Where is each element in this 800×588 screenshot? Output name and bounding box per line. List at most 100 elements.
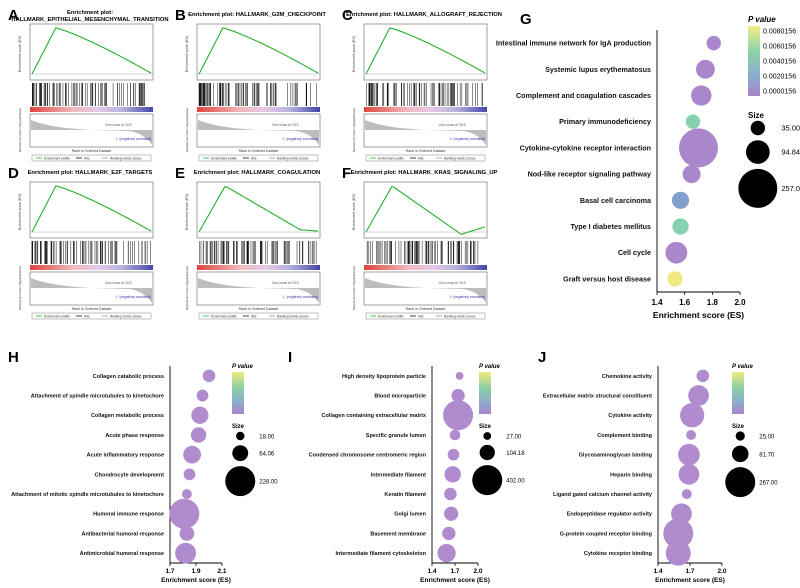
legend: P value Size 18.00 64.06 228.00 [225, 364, 278, 497]
es-ylabel: Enrichment score (ES) [18, 36, 22, 72]
rank-colorbar [30, 107, 153, 112]
legend-label: Hits [418, 156, 424, 160]
hits-group [198, 83, 317, 106]
data-point [447, 448, 460, 461]
legend-p-title: P value [748, 15, 776, 24]
data-point [667, 271, 683, 287]
size-legend-label: 267.00 [759, 481, 778, 487]
metric-ylabel: Ranked list metric (Signal2Noise) [18, 108, 22, 152]
data-point [196, 389, 209, 402]
pvalue-tick-label: 0.0060156 [763, 44, 796, 51]
zero-cross: Zero cross at 7419 [105, 281, 132, 285]
gsea-panel-a: A Enrichment plot:HALLMARK_EPITHELIAL_MES… [8, 7, 169, 162]
legend-label: Ranking metric scores [110, 314, 142, 318]
category-label: Basal cell carcinoma [580, 196, 652, 205]
data-point [202, 369, 216, 383]
size-legend-circle [750, 120, 766, 136]
pvalue-colorbar [232, 372, 244, 414]
legend-size-title: Size [748, 111, 765, 120]
legend-label: Hits [418, 314, 424, 318]
es-plot-frame [363, 181, 488, 239]
gsea-legend: Enrichment profile Hits Ranking metric sco… [31, 312, 152, 320]
hits-group [31, 241, 151, 264]
panel-letter: D [8, 165, 19, 182]
data-point [444, 506, 459, 521]
zero-cross: Zero cross at 7419 [272, 281, 299, 285]
data-point [682, 165, 701, 184]
size-legend-label: 81.70 [759, 452, 775, 458]
rank-colorbar [364, 265, 487, 270]
data-point [663, 518, 694, 549]
data-point [665, 241, 688, 264]
zero-cross: Zero cross at 7419 [272, 123, 299, 127]
neg-label: 'L' (negatively correlated) [283, 295, 318, 299]
neg-label: 'L' (negatively correlated) [283, 137, 318, 141]
data-point [679, 128, 718, 168]
category-label: Chondrocyte development [95, 472, 165, 478]
data-point [681, 489, 692, 499]
category-label: Extracellular matrix structural constitu… [543, 393, 652, 399]
category-label: Keratin filament [384, 492, 426, 498]
x-axis-title: Enrichment score (ES) [161, 577, 231, 584]
es-curve [31, 27, 152, 75]
es-curve [198, 27, 319, 75]
legend-label: Ranking metric scores [444, 314, 476, 318]
panel-letter: F [342, 165, 351, 182]
es-plot-frame [363, 23, 488, 81]
data-point [685, 114, 701, 129]
category-label: Blood microparticle [374, 393, 426, 399]
size-legend-label: 104.18 [506, 451, 525, 457]
x-tick-label: 1.4 [651, 298, 663, 307]
size-legend-label: 25.00 [759, 435, 775, 441]
category-label: Chemokine activity [602, 374, 653, 380]
gsea-panel-b: B Enrichment plot: HALLMARK_G2M_CHECKPOIN… [175, 7, 326, 162]
x-axis-title: Enrichment score (ES) [420, 577, 490, 584]
size-legend-circle [738, 168, 778, 208]
gsea-title: Enrichment plot: HALLMARK_KRAS_SIGNALING… [351, 170, 498, 176]
zero-cross: Zero cross at 7419 [105, 123, 132, 127]
legend: P value Size 27.00 104.18 402.00 [472, 364, 525, 496]
data-point [696, 369, 710, 383]
metric-ylabel: Ranked list metric (Signal2Noise) [185, 108, 189, 152]
size-legend-label: 27.00 [506, 435, 522, 441]
legend: P value 0.0080156 0.0060156 0.0040156 0.0020… [738, 15, 800, 208]
es-curve [198, 186, 319, 233]
category-label: Ligand gated calcium channel activity [553, 492, 653, 498]
metric-ylabel: Ranked list metric (Signal2Noise) [352, 108, 356, 152]
pvalue-tick-label: 0.0020156 [763, 74, 796, 81]
data-point [691, 85, 712, 106]
legend-box [31, 312, 152, 320]
pvalue-tick-label: 0.0000156 [763, 89, 796, 96]
size-legend-circle [479, 444, 495, 461]
category-label: Humoral immune response [93, 512, 164, 518]
x-tick-label: 1.6 [679, 298, 691, 307]
neg-label: 'L' (negatively correlated) [450, 137, 485, 141]
data-point [695, 59, 715, 79]
gsea-legend: Enrichment profile Hits Ranking metric sco… [198, 154, 319, 162]
category-label: G-protein coupled receptor binding [560, 531, 652, 537]
legend-p-title: P value [732, 364, 753, 370]
dotplot-g: G Intestinal immune network for IgA produ… [496, 11, 800, 320]
panel-letter: H [8, 349, 19, 366]
gsea-legend: Enrichment profile Hits Ranking metric sco… [31, 154, 152, 162]
data-point [191, 406, 209, 424]
size-legend-circle [225, 466, 256, 497]
gsea-legend: Enrichment profile Hits Ranking metric sco… [198, 312, 319, 320]
legend-label: Enrichment profile [44, 156, 70, 160]
data-point [437, 543, 456, 563]
legend-label: Hits [251, 314, 257, 318]
dotplot-i: I High density lipoprotein particle Blood … [288, 349, 525, 584]
category-label: Complement and coagulation cascades [516, 91, 651, 100]
legend-label: Enrichment profile [44, 314, 70, 318]
category-label: Collagen metabolic process [91, 413, 164, 419]
data-point [181, 489, 192, 500]
legend-label: Ranking metric scores [444, 156, 476, 160]
category-label: Golgi lumen [394, 512, 426, 518]
data-point [706, 35, 721, 51]
gsea-title: Enrichment plot: HALLMARK_COAGULATION [194, 170, 320, 176]
es-ylabel: Enrichment score (ES) [18, 194, 22, 230]
es-ylabel: Enrichment score (ES) [185, 194, 189, 230]
hits-group [199, 241, 317, 264]
